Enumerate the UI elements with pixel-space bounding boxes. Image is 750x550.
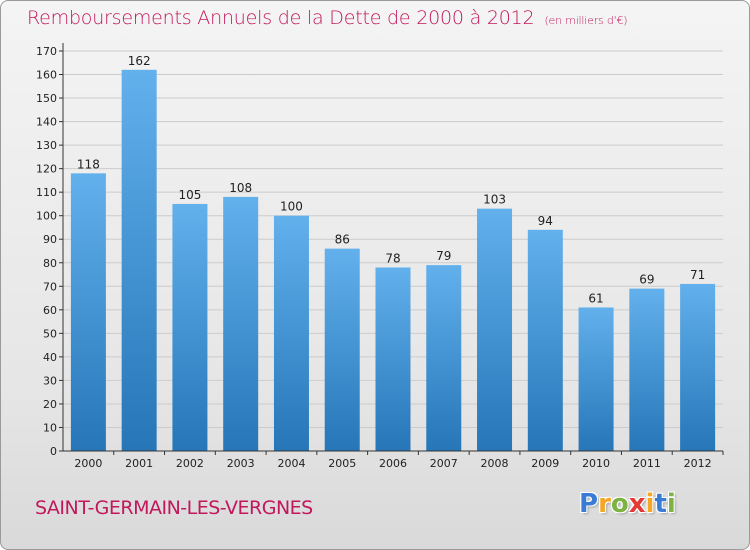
chart-title-text: Remboursements Annuels de la Dette de 20… <box>27 7 535 29</box>
bar-2000 <box>70 173 106 451</box>
bar-2003 <box>223 196 259 451</box>
x-tick-label-2012: 2012 <box>684 457 712 470</box>
y-tick-label: 170 <box>36 45 57 58</box>
chart-unit: (en milliers d'€) <box>544 14 628 27</box>
bar-2007 <box>426 265 462 451</box>
data-label-2006: 78 <box>385 251 400 265</box>
data-label-2004: 100 <box>280 200 303 214</box>
x-tick-labels: 2000 2001 2002 2003 2004 2005 2006 2007 2008 2009… <box>74 457 711 470</box>
data-label-2007: 79 <box>436 249 451 263</box>
data-label-2003: 108 <box>229 181 252 195</box>
y-tick-label: 120 <box>36 163 57 176</box>
logo-letter: i <box>666 489 676 519</box>
x-tick-label-2001: 2001 <box>125 457 153 470</box>
data-label-2010: 61 <box>588 291 603 305</box>
y-tick-label: 30 <box>43 374 57 387</box>
data-label-2008: 103 <box>483 193 506 207</box>
y-tick-label: 160 <box>36 69 57 82</box>
data-label-2000: 118 <box>77 157 100 171</box>
y-tick-label: 10 <box>43 421 57 434</box>
y-tick-labels: 0 10 20 30 40 50 60 70 80 90 100 110 120 130 140 150 160… <box>36 45 57 458</box>
data-label-2012: 71 <box>690 268 705 282</box>
bar-2006 <box>375 267 411 451</box>
bar-2005 <box>324 248 360 451</box>
x-tick-label-2009: 2009 <box>531 457 559 470</box>
bar-2011 <box>629 288 665 451</box>
logo-letter: x <box>628 489 646 519</box>
y-tick-label: 0 <box>50 445 57 458</box>
bar-2012 <box>680 283 716 451</box>
data-labels: 118 162 105 108 100 86 78 79 103 94 61 69 71 <box>77 54 705 306</box>
y-tick-label: 150 <box>36 92 57 105</box>
bar-2002 <box>172 203 208 451</box>
logo-letter: t <box>654 489 667 519</box>
bar-2010 <box>578 307 614 451</box>
y-tick-label: 50 <box>43 327 57 340</box>
logo-letter: P <box>579 489 599 519</box>
data-label-2002: 105 <box>178 188 201 202</box>
logo-letter: i <box>645 489 655 519</box>
bar-2008 <box>477 208 513 451</box>
bar-2001 <box>121 69 157 451</box>
y-tick-label: 130 <box>36 139 57 152</box>
logo-letter: r <box>598 489 611 519</box>
axes <box>62 43 723 452</box>
y-tick-label: 80 <box>43 257 57 270</box>
x-tick-label-2004: 2004 <box>277 457 305 470</box>
x-tick-label-2002: 2002 <box>176 457 204 470</box>
x-tick-label-2007: 2007 <box>430 457 458 470</box>
chart-title: Remboursements Annuels de la Dette de 20… <box>27 7 628 29</box>
y-tick-label: 70 <box>43 280 57 293</box>
x-tick-label-2008: 2008 <box>481 457 509 470</box>
y-tick-label: 140 <box>36 116 57 129</box>
bar-2004 <box>273 215 309 451</box>
bars <box>70 69 716 451</box>
x-tick-label-2011: 2011 <box>633 457 661 470</box>
y-tick-label: 60 <box>43 304 57 317</box>
commune-name: SAINT-GERMAIN-LES-VERGNES <box>35 497 313 519</box>
x-tick-label-2010: 2010 <box>582 457 610 470</box>
x-tick-label-2006: 2006 <box>379 457 407 470</box>
x-tick-label-2000: 2000 <box>74 457 102 470</box>
bar-2009 <box>527 229 563 451</box>
logo-letter: o <box>610 489 629 519</box>
data-label-2001: 162 <box>128 54 151 68</box>
proxiti-logo: Proxiti <box>579 489 676 519</box>
x-tick-label-2005: 2005 <box>328 457 356 470</box>
y-tick-label: 90 <box>43 233 57 246</box>
y-tick-label: 40 <box>43 351 57 364</box>
data-label-2011: 69 <box>639 273 654 287</box>
y-tick-label: 20 <box>43 398 57 411</box>
data-label-2005: 86 <box>335 233 350 247</box>
x-tick-label-2003: 2003 <box>227 457 255 470</box>
y-tick-label: 110 <box>36 186 57 199</box>
y-tick-label: 100 <box>36 210 57 223</box>
data-label-2009: 94 <box>538 214 553 228</box>
